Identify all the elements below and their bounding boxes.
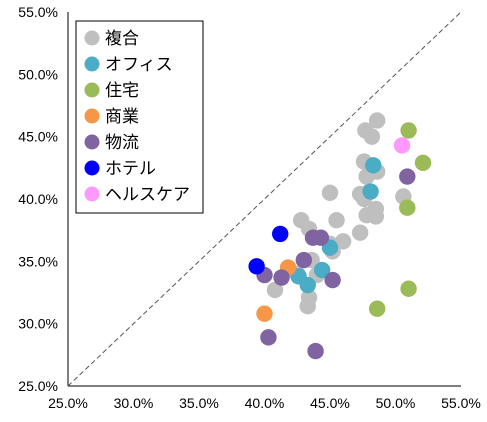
data-point <box>266 281 284 299</box>
legend-label: 住宅 <box>105 81 139 101</box>
data-point <box>299 276 316 294</box>
x-tick-label: 25.0% <box>48 395 88 411</box>
data-point <box>351 224 369 241</box>
y-tick-label: 35.0% <box>18 253 58 269</box>
legend-item: 物流 <box>84 133 139 153</box>
data-point <box>414 154 432 172</box>
data-point <box>334 233 352 250</box>
series-5 <box>248 225 289 275</box>
legend-marker <box>84 82 100 98</box>
legend-marker <box>84 160 100 176</box>
data-point <box>393 137 411 154</box>
series-2 <box>368 122 432 317</box>
data-point <box>299 298 316 315</box>
x-axis-tick-labels: 25.0% 30.0% 35.0% 40.0% 45.0% 50.0% 55.0% <box>48 395 481 411</box>
series-4 <box>256 168 416 360</box>
legend-item: 複合 <box>84 29 139 49</box>
data-point <box>365 157 382 174</box>
legend-label: オフィス <box>105 55 173 75</box>
data-point <box>399 168 416 185</box>
legend-item: ホテル <box>84 159 156 179</box>
series-1 <box>290 157 382 294</box>
legend-marker <box>84 56 100 72</box>
diagonal-line <box>67 11 462 387</box>
data-point <box>324 271 341 289</box>
legend-item: オフィス <box>84 55 173 75</box>
data-point <box>400 280 417 297</box>
data-point <box>368 300 386 317</box>
data-point <box>400 122 417 139</box>
x-tick-label: 55.0% <box>441 395 481 411</box>
data-point <box>367 208 385 225</box>
data-point <box>260 329 277 346</box>
data-point <box>248 258 265 275</box>
legend-marker <box>84 30 100 46</box>
data-point <box>368 112 386 129</box>
y-tick-label: 45.0% <box>18 129 58 145</box>
legend-item: 住宅 <box>84 81 139 101</box>
legend-label: 物流 <box>105 133 139 153</box>
x-tick-label: 40.0% <box>245 395 285 411</box>
data-point <box>313 261 331 279</box>
data-points <box>248 112 432 360</box>
x-tick-label: 30.0% <box>114 395 154 411</box>
data-point <box>256 305 273 322</box>
legend-label: 商業 <box>105 107 139 127</box>
legend-label: 複合 <box>105 29 139 49</box>
y-tick-label: 25.0% <box>18 378 58 394</box>
legend-marker <box>84 108 100 124</box>
data-point <box>399 199 416 216</box>
plot-frame <box>67 12 461 387</box>
data-point <box>321 184 339 201</box>
y-tick-label: 30.0% <box>18 316 58 332</box>
data-point <box>363 128 381 145</box>
diagonal-reference-line <box>67 11 462 387</box>
data-point <box>273 269 290 286</box>
x-tick-label: 50.0% <box>376 395 416 411</box>
legend-label: ヘルスケア <box>105 185 190 205</box>
data-point <box>328 211 345 229</box>
data-point <box>307 342 324 360</box>
data-point <box>272 225 289 243</box>
x-tick-label: 35.0% <box>179 395 219 411</box>
legend-marker <box>84 134 100 150</box>
y-tick-label: 40.0% <box>18 191 58 207</box>
data-point <box>295 251 312 269</box>
legend-item: 商業 <box>84 107 139 127</box>
y-tick-label: 55.0% <box>18 4 58 20</box>
data-point <box>312 229 330 246</box>
legend-label: ホテル <box>105 159 156 179</box>
legend-marker <box>84 186 100 202</box>
x-tick-label: 45.0% <box>310 395 350 411</box>
series-6 <box>393 137 411 154</box>
y-axis-tick-labels: 25.0% 30.0% 35.0% 40.0% 45.0% 50.0% 55.0% <box>18 4 58 394</box>
data-point <box>362 183 379 200</box>
y-tick-label: 50.0% <box>18 66 58 82</box>
legend-item: ヘルスケア <box>84 185 190 205</box>
